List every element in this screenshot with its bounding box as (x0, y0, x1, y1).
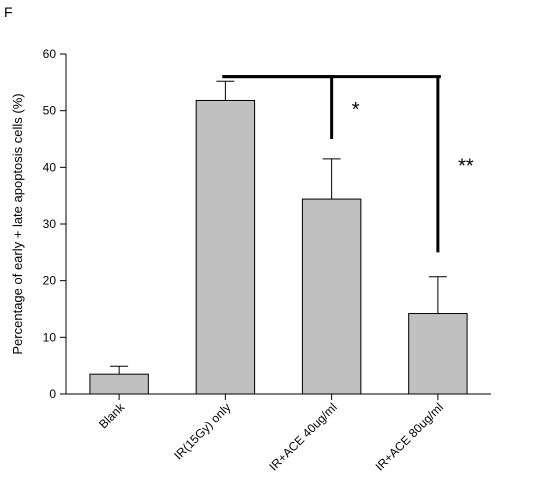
y-tick-label: 0 (49, 387, 56, 401)
significance-label: ** (458, 156, 474, 178)
y-tick-label: 40 (43, 160, 57, 174)
panel-label: F (4, 4, 13, 20)
bar (195, 99, 256, 395)
x-tick-label: Blank (96, 400, 128, 432)
bar (89, 373, 149, 395)
x-tick-label: IR+ACE 80ug/ml (373, 400, 446, 473)
significance-label: * (352, 99, 360, 121)
bar (301, 198, 362, 395)
x-tick-label: IR(15Gy) only (171, 400, 233, 462)
y-axis-title: Percentage of early + late apoptosis cel… (10, 93, 25, 354)
y-tick-label: 60 (43, 47, 57, 61)
x-tick-label: IR+ACE 40ug/ml (266, 400, 339, 473)
y-tick-label: 20 (43, 274, 57, 288)
plot-area: 0 10 20 30 40 50 60 Blank IR(15Gy) only IR+ACE 40… (43, 47, 491, 474)
y-tick-label: 10 (43, 330, 57, 344)
y-tick-label: 30 (43, 217, 57, 231)
bar (408, 313, 468, 395)
y-tick-label: 50 (43, 104, 57, 118)
